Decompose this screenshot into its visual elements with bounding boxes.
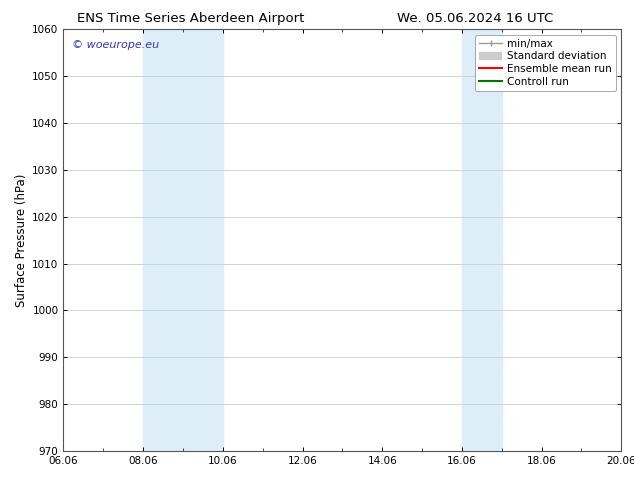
Text: We. 05.06.2024 16 UTC: We. 05.06.2024 16 UTC bbox=[398, 12, 553, 25]
Bar bbox=[462, 29, 501, 451]
Text: © woeurope.eu: © woeurope.eu bbox=[72, 40, 159, 50]
Bar bbox=[143, 29, 223, 451]
Y-axis label: Surface Pressure (hPa): Surface Pressure (hPa) bbox=[15, 173, 28, 307]
Legend: min/max, Standard deviation, Ensemble mean run, Controll run: min/max, Standard deviation, Ensemble me… bbox=[475, 35, 616, 91]
Text: ENS Time Series Aberdeen Airport: ENS Time Series Aberdeen Airport bbox=[77, 12, 304, 25]
